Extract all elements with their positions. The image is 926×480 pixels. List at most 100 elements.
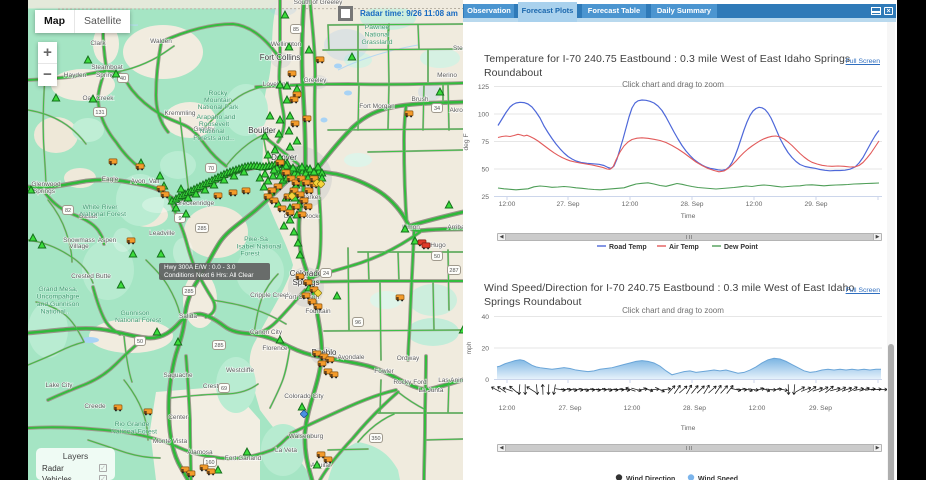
svg-text:28. Sep: 28. Sep [683, 405, 706, 412]
svg-text:Creede: Creede [84, 403, 106, 410]
svg-text:Hayden: Hayden [64, 72, 87, 79]
svg-text:Westcliffe: Westcliffe [226, 367, 254, 374]
svg-text:Glenwood: Glenwood [31, 181, 61, 188]
svg-text:Dew Point: Dew Point [724, 244, 759, 251]
svg-text:Clark: Clark [90, 40, 106, 47]
svg-text:Arriba: Arriba [447, 224, 463, 231]
svg-text:deg F: deg F [463, 133, 470, 150]
svg-text:75: 75 [482, 139, 490, 146]
svg-text:Aspen: Aspen [98, 237, 117, 244]
svg-text:Center: Center [168, 414, 188, 421]
svg-text:Aguilar: Aguilar [311, 462, 332, 469]
svg-text:Parker: Parker [301, 194, 321, 201]
svg-text:Eagle: Eagle [102, 176, 119, 183]
svg-text:National Forest: National Forest [111, 429, 157, 436]
svg-text:Rocky: Rocky [209, 90, 228, 97]
svg-text:0: 0 [485, 377, 489, 384]
svg-text:National Forest: National Forest [80, 211, 126, 218]
svg-text:285: 285 [184, 289, 193, 295]
svg-text:Sterling: Sterling [453, 45, 463, 52]
svg-text:Walden: Walden [150, 38, 172, 45]
svg-text:34: 34 [434, 106, 440, 112]
svg-text:160: 160 [205, 460, 214, 466]
svg-text:Leadville: Leadville [149, 230, 175, 237]
svg-text:National: National [365, 32, 390, 39]
svg-text:125: 125 [478, 84, 489, 91]
svg-text:Monte Vista: Monte Vista [153, 438, 188, 445]
svg-text:Salida: Salida [179, 313, 197, 320]
svg-text:White River: White River [82, 204, 118, 211]
svg-text:National Forest: National Forest [115, 317, 161, 324]
svg-text:50: 50 [137, 339, 143, 345]
svg-text:Colorado: Colorado [290, 269, 323, 278]
svg-text:285: 285 [197, 226, 206, 232]
svg-text:Brush: Brush [412, 96, 429, 103]
svg-text:Rocky Ford: Rocky Ford [393, 379, 427, 386]
svg-text:Grassland: Grassland [362, 39, 393, 46]
svg-text:National..: National.. [41, 309, 70, 316]
svg-text:Forest: Forest [240, 251, 259, 258]
svg-text:Mountain: Mountain [204, 97, 232, 104]
svg-text:Granby: Granby [193, 126, 215, 133]
svg-text:12:00: 12:00 [499, 405, 516, 412]
svg-text:Time: Time [681, 425, 696, 432]
svg-text:La Junta: La Junta [419, 387, 444, 394]
svg-text:Fountain: Fountain [305, 308, 331, 315]
svg-text:Pueblo: Pueblo [312, 348, 337, 357]
svg-text:131: 131 [95, 110, 104, 116]
svg-text:Roosevelt: Roosevelt [199, 121, 229, 128]
svg-text:Fowler: Fowler [374, 368, 394, 375]
svg-text:Vail: Vail [149, 178, 160, 185]
svg-text:Cripple Creek: Cripple Creek [250, 292, 290, 299]
svg-text:Lake City: Lake City [45, 382, 73, 389]
svg-text:Village: Village [69, 243, 89, 250]
svg-text:La Veta: La Veta [275, 447, 297, 454]
svg-text:Wind Speed: Wind Speed [698, 476, 738, 480]
svg-text:Avondale: Avondale [338, 354, 365, 361]
svg-text:Ordway: Ordway [397, 355, 420, 362]
svg-text:350: 350 [371, 436, 380, 442]
svg-text:24: 24 [323, 271, 329, 277]
svg-text:Alamosa: Alamosa [187, 449, 213, 456]
svg-text:29. Sep: 29. Sep [809, 405, 832, 412]
svg-text:27. Sep: 27. Sep [558, 405, 581, 412]
svg-text:12:00: 12:00 [749, 405, 766, 412]
svg-text:National: National [200, 128, 225, 135]
svg-text:70: 70 [208, 166, 214, 172]
svg-text:Crestone: Crestone [203, 383, 230, 390]
svg-text:69: 69 [221, 386, 227, 392]
svg-text:Uncompahgre: Uncompahgre [37, 294, 80, 301]
svg-text:Akron: Akron [450, 107, 463, 114]
svg-text:Fort Morgan: Fort Morgan [359, 103, 395, 110]
svg-text:Basalt: Basalt [79, 213, 97, 220]
svg-text:82: 82 [65, 208, 71, 214]
svg-text:Breckenridge: Breckenridge [176, 200, 215, 207]
svg-text:40: 40 [482, 314, 490, 321]
svg-text:Wind Direction: Wind Direction [626, 476, 675, 480]
svg-text:Greeley: Greeley [304, 77, 328, 84]
svg-text:Steamboat: Steamboat [91, 64, 123, 71]
svg-text:12:00: 12:00 [622, 201, 639, 208]
svg-text:287: 287 [449, 268, 458, 274]
svg-text:Air Temp: Air Temp [669, 244, 699, 251]
svg-text:National Park: National Park [198, 104, 239, 111]
svg-text:Walsenburg: Walsenburg [289, 433, 324, 440]
svg-text:Las Animas: Las Animas [438, 377, 463, 384]
svg-text:50: 50 [482, 167, 490, 174]
svg-text:Snowmass: Snowmass [63, 237, 96, 244]
svg-text:12:00: 12:00 [746, 201, 763, 208]
svg-text:Avon: Avon [131, 178, 146, 185]
svg-text:Oak Creek: Oak Creek [82, 95, 114, 102]
svg-text:Merino: Merino [437, 72, 457, 79]
svg-text:Florence: Florence [262, 345, 288, 352]
svg-text:Isabel National: Isabel National [237, 244, 282, 251]
svg-text:Grand Mesa,: Grand Mesa, [38, 286, 77, 293]
svg-text:285: 285 [214, 343, 223, 349]
svg-text:Pike-Sa: Pike-Sa [244, 236, 268, 243]
svg-text:Pawnee: Pawnee [365, 24, 390, 31]
svg-text:mph: mph [466, 341, 473, 354]
svg-text:Denver: Denver [271, 153, 297, 162]
svg-text:12:00: 12:00 [499, 201, 516, 208]
svg-text:25: 25 [482, 194, 490, 201]
svg-text:Rio Grande: Rio Grande [115, 421, 150, 428]
